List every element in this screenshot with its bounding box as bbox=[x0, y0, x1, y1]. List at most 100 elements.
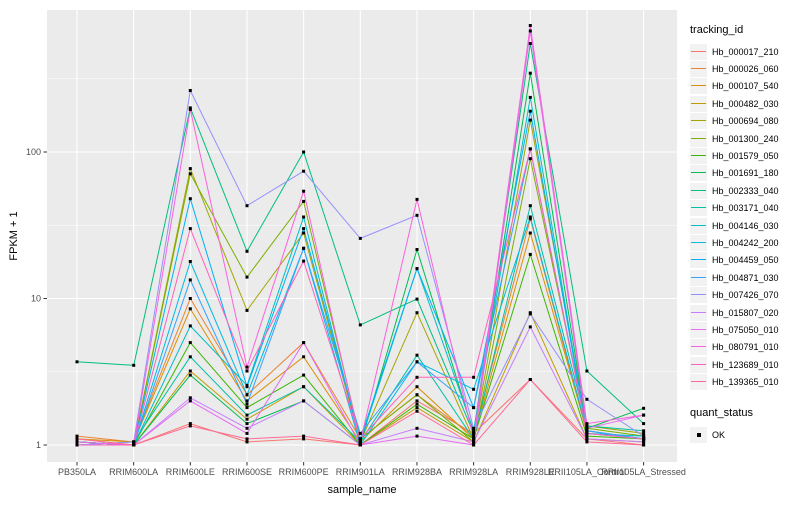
y-tick-label: 100 bbox=[26, 147, 41, 157]
legend-entry-Hb_002333_040: Hb_002333_040 bbox=[690, 182, 798, 199]
data-point bbox=[472, 431, 476, 435]
data-point bbox=[245, 431, 249, 435]
legend-swatch-line-icon bbox=[691, 207, 706, 209]
data-point bbox=[302, 434, 306, 438]
legend-entries: Hb_000017_210 Hb_000026_060 Hb_000107_540 H… bbox=[690, 43, 798, 391]
data-point bbox=[642, 443, 646, 447]
data-point bbox=[642, 422, 646, 426]
legend-entry-Hb_075050_010: Hb_075050_010 bbox=[690, 321, 798, 338]
x-axis-title: sample_name bbox=[327, 484, 397, 496]
data-point bbox=[415, 434, 419, 438]
data-point bbox=[302, 169, 306, 173]
legend-title-quant-status: quant_status bbox=[690, 406, 753, 419]
legend-entry-Hb_004459_050: Hb_004459_050 bbox=[690, 252, 798, 269]
data-point bbox=[245, 249, 249, 253]
legend-entry-Hb_000017_210: Hb_000017_210 bbox=[690, 43, 798, 60]
data-point bbox=[245, 369, 249, 373]
legend-entry-Hb_000107_540: Hb_000107_540 bbox=[690, 78, 798, 95]
data-point bbox=[75, 443, 79, 447]
legend-swatch-line-icon bbox=[691, 102, 706, 104]
legend-swatch-line-icon bbox=[691, 363, 706, 365]
legend-entry-Hb_004871_030: Hb_004871_030 bbox=[690, 269, 798, 286]
legend-swatch-line-icon bbox=[691, 172, 706, 174]
data-point bbox=[472, 443, 476, 447]
legend-key-box bbox=[690, 78, 707, 95]
legend-label: Hb_000107_540 bbox=[712, 81, 779, 92]
legend-key-box bbox=[690, 182, 707, 199]
data-point bbox=[245, 385, 249, 389]
legend-label: Hb_015807_020 bbox=[712, 307, 779, 318]
data-point bbox=[415, 197, 419, 201]
data-point bbox=[188, 278, 192, 282]
data-point bbox=[472, 440, 476, 444]
data-point bbox=[415, 297, 419, 301]
data-point bbox=[642, 434, 646, 438]
legend-label: Hb_004459_050 bbox=[712, 255, 779, 266]
data-point bbox=[188, 89, 192, 92]
data-point bbox=[302, 385, 306, 389]
data-point bbox=[245, 422, 249, 426]
data-point bbox=[188, 260, 192, 263]
legend-swatch-line-icon bbox=[691, 381, 706, 383]
legend-entry-Hb_004242_200: Hb_004242_200 bbox=[690, 234, 798, 251]
legend-entry-Hb_000694_080: Hb_000694_080 bbox=[690, 113, 798, 130]
data-point bbox=[528, 147, 532, 151]
data-point bbox=[188, 227, 192, 231]
data-point bbox=[528, 312, 532, 316]
data-point bbox=[245, 275, 249, 279]
data-point bbox=[75, 434, 79, 438]
data-point bbox=[188, 307, 192, 311]
x-tick-label: RRII105LA_Control bbox=[548, 467, 626, 477]
y-axis-title: FPKM + 1 bbox=[8, 211, 20, 261]
legend-key-box bbox=[690, 200, 707, 217]
legend-key-box bbox=[690, 234, 707, 251]
data-point bbox=[415, 353, 419, 357]
y-tick-label: 10 bbox=[31, 294, 41, 304]
legend-swatch-line-icon bbox=[691, 155, 706, 157]
data-point bbox=[302, 341, 306, 345]
legend-key-box bbox=[690, 269, 707, 286]
data-point bbox=[528, 252, 532, 256]
legend-label: Hb_000482_030 bbox=[712, 98, 779, 109]
legend-quant-status: quant_status OK bbox=[690, 407, 798, 443]
data-point bbox=[358, 236, 362, 240]
legend-entry-Hb_001579_050: Hb_001579_050 bbox=[690, 147, 798, 165]
data-point bbox=[188, 167, 192, 171]
legend-key-box bbox=[690, 426, 707, 443]
legend-label: Hb_007426_070 bbox=[712, 290, 779, 301]
data-point bbox=[188, 172, 192, 176]
data-point bbox=[132, 443, 136, 447]
legend-label: Hb_001579_050 bbox=[712, 151, 779, 162]
legend-label: Hb_080791_010 bbox=[712, 342, 779, 353]
legend-entry-Hb_007426_070: Hb_007426_070 bbox=[690, 286, 798, 304]
legend-swatch-line-icon bbox=[691, 137, 706, 139]
legend-swatch-line-icon bbox=[691, 259, 706, 261]
data-point bbox=[188, 106, 192, 110]
data-point bbox=[132, 440, 136, 444]
legend-label: Hb_001300_240 bbox=[712, 133, 779, 144]
data-point bbox=[302, 399, 306, 403]
x-tick-label: RRIM928BA bbox=[392, 467, 442, 477]
legend-label: Hb_004242_200 bbox=[712, 237, 779, 248]
data-point bbox=[585, 437, 589, 441]
data-point bbox=[75, 440, 79, 444]
legend-key-box bbox=[690, 287, 707, 304]
data-point bbox=[302, 231, 306, 235]
legend-swatch-line-icon bbox=[691, 276, 706, 278]
data-point bbox=[415, 426, 419, 430]
legend-key-box bbox=[690, 374, 707, 391]
legend-entry-Hb_004146_030: Hb_004146_030 bbox=[690, 217, 798, 234]
square-point-icon bbox=[696, 432, 701, 437]
x-tick-label: RRIM928LE bbox=[506, 467, 555, 477]
legend-key-box bbox=[690, 165, 707, 182]
data-point bbox=[188, 297, 192, 300]
legend-swatch-line-icon bbox=[691, 311, 706, 313]
legend-key-box bbox=[690, 339, 707, 356]
legend-key-box bbox=[690, 148, 707, 165]
data-point bbox=[415, 393, 419, 397]
data-point bbox=[245, 406, 249, 410]
data-point bbox=[415, 406, 419, 410]
data-point bbox=[188, 422, 192, 426]
data-point bbox=[585, 397, 589, 401]
